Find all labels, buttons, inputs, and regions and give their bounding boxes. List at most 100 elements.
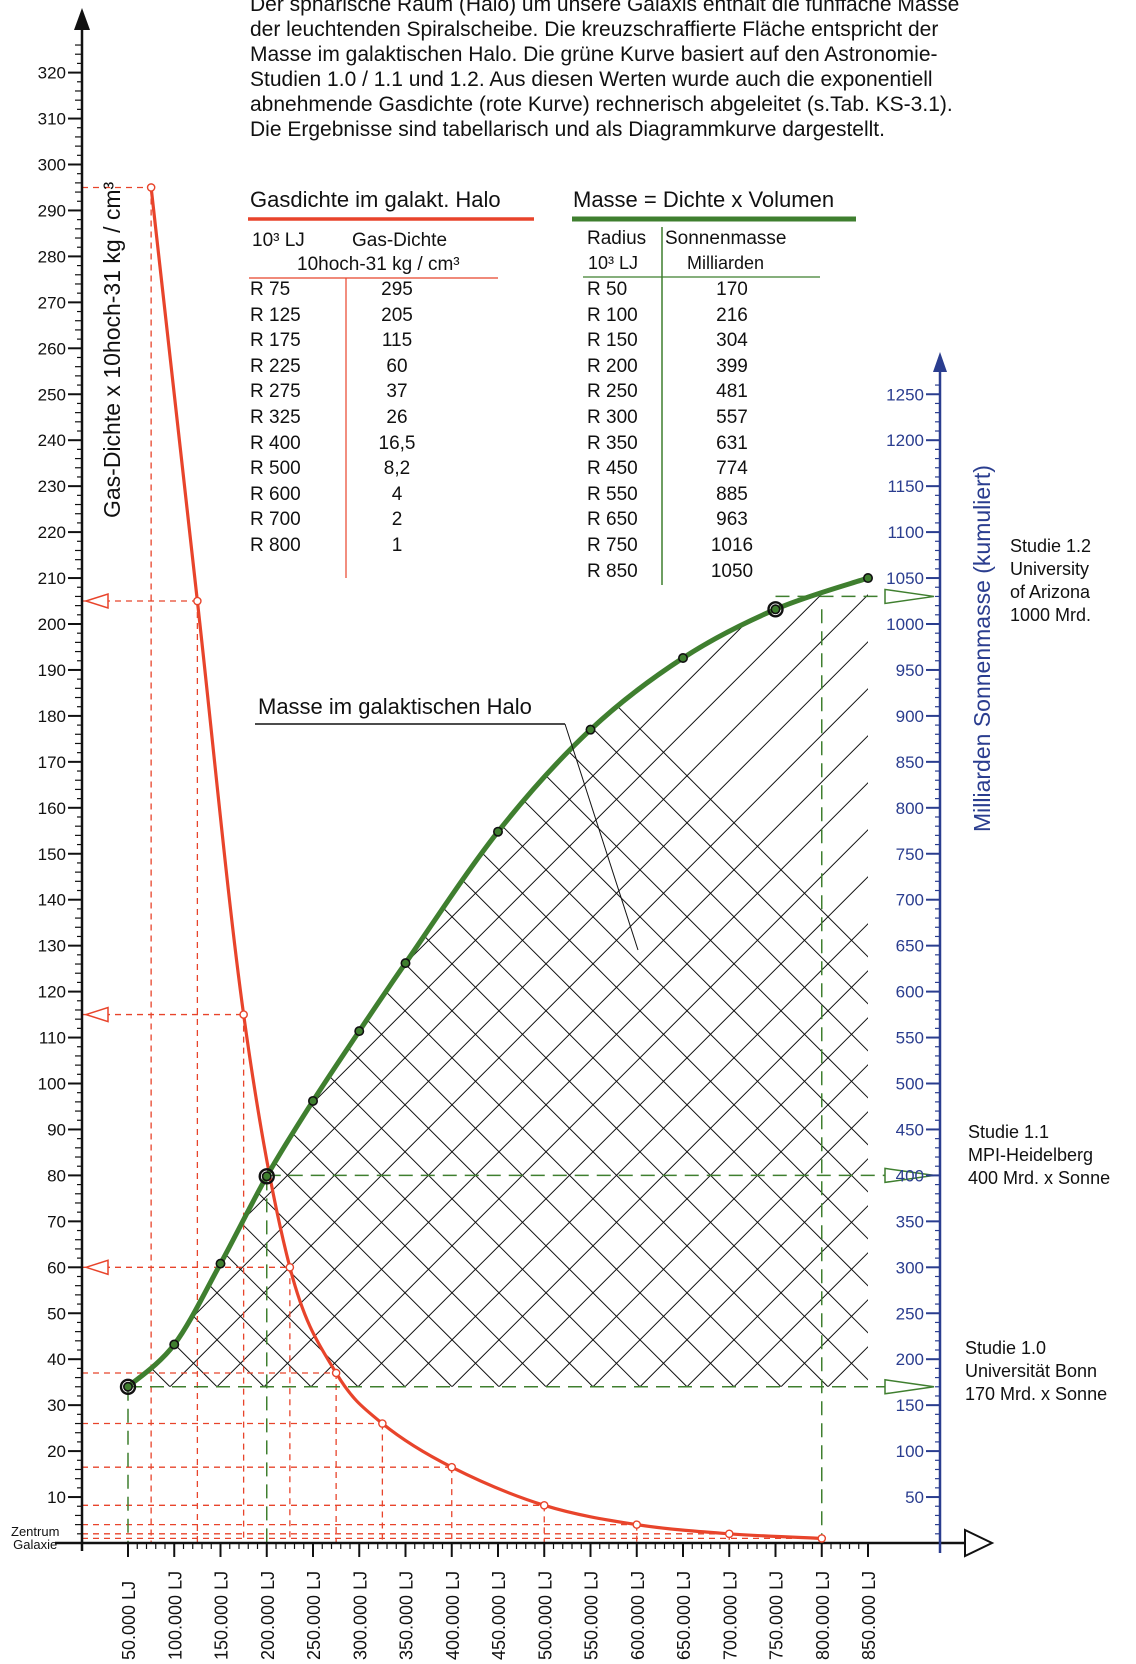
right-y-tick-label: 200 (896, 1350, 924, 1369)
halo-hatched-area (0, 487, 868, 1387)
density-point (817, 1534, 827, 1543)
right-y-tick-label: 1250 (886, 385, 924, 404)
density-arrow (83, 1259, 109, 1276)
study-10-line: 170 Mrd. x Sonne (965, 1384, 1108, 1404)
left-y-tick-label: 140 (38, 891, 66, 910)
table-row: R 700 (250, 509, 301, 531)
study-10-label: Studie 1.0 Universität Bonn 170 Mrd. x S… (965, 1337, 1107, 1406)
density-table-title: Gasdichte im galakt. Halo (250, 187, 501, 212)
origin-line: Zentrum (11, 1524, 60, 1539)
study-12-line: Studie 1.2 (1010, 536, 1092, 556)
table-cell-value: 1016 (710, 535, 754, 556)
hatch-line (128, 578, 225, 1387)
hatch-line (128, 578, 507, 1387)
table-cell-value: 1050 (710, 560, 754, 582)
left-y-tick-label: 320 (38, 64, 66, 83)
density-point (331, 1368, 341, 1378)
left-y-tick-label: 220 (38, 523, 66, 542)
right-y-tick-label: 550 (896, 1029, 924, 1048)
left-y-tick-label: 130 (38, 937, 66, 956)
table-cell-value: 60 (386, 355, 408, 377)
hatch-line (128, 578, 742, 1387)
hatch-line (128, 578, 836, 1387)
table-cell-value: 885 (716, 483, 748, 505)
left-y-tick-label: 170 (38, 753, 66, 772)
left-y-tick-label: 310 (38, 110, 66, 129)
x-tick-label: 300.000 LJ (350, 1571, 370, 1660)
hatch-line (639, 578, 868, 1387)
study-12-line: of Arizona (1010, 582, 1091, 602)
x-tick-label: 500.000 LJ (535, 1571, 555, 1660)
data-series (119, 183, 873, 1543)
right-y-tick-label: 150 (896, 1396, 924, 1415)
table-row: R 225 (250, 355, 301, 377)
left-y-tick-label: 190 (38, 661, 66, 680)
mass-arrow (884, 1378, 935, 1395)
left-y-tick-label: 160 (38, 799, 66, 818)
right-y-tick-label: 800 (896, 799, 924, 818)
right-y-tick-label: 850 (896, 753, 924, 772)
hatch-line (128, 578, 547, 1387)
study-point (119, 1378, 137, 1395)
table-cell-value: 304 (716, 330, 748, 352)
density-point (724, 1529, 734, 1539)
hatch-line (498, 578, 868, 1387)
hatch-line (128, 578, 789, 1387)
x-tick-label: 600.000 LJ (628, 1571, 648, 1660)
hatch-line (128, 578, 688, 1387)
x-tick-label: 400.000 LJ (443, 1571, 463, 1660)
left-y-tick-label: 290 (38, 201, 66, 220)
table-row: R 750 (587, 535, 638, 556)
density-point (146, 183, 156, 192)
left-y-tick-label: 40 (47, 1350, 66, 1369)
hatch-line (128, 578, 218, 1387)
hatch-line (404, 578, 868, 1387)
x-tick-label: 650.000 LJ (674, 1571, 694, 1660)
hatch-line (128, 578, 782, 1387)
hatch-line (0, 487, 29, 1387)
mass-col1-sub: 10³ LJ (588, 253, 639, 273)
density-unit-header: 10hoch-31 kg / cm³ (297, 254, 460, 275)
density-point (447, 1462, 457, 1472)
left-y-tick-label: 80 (47, 1166, 66, 1185)
right-y-tick-label: 1000 (886, 615, 924, 634)
density-point (239, 1010, 248, 1019)
table-cell-value: 26 (386, 407, 408, 428)
hatch-line (169, 578, 868, 1387)
hatch-line (263, 578, 868, 1387)
mass-point (215, 1258, 226, 1269)
left-y-tick-label: 200 (38, 615, 66, 634)
table-cell-value: 774 (716, 458, 748, 480)
left-y-tick-label: 250 (38, 385, 66, 404)
table-cell-value: 557 (716, 407, 748, 428)
intro-line: Die Ergebnisse sind tabellarisch und als… (250, 118, 885, 141)
mass-col2-sub: Milliarden (687, 253, 765, 273)
left-y-tick-label: 20 (47, 1442, 66, 1461)
right-y-tick-label: 1050 (886, 569, 924, 588)
table-cell-value: 8,2 (383, 458, 411, 480)
hatch-line (357, 578, 868, 1387)
x-tick-label: 750.000 LJ (767, 1571, 787, 1660)
mass-point (492, 826, 503, 837)
mass-point (307, 1095, 318, 1106)
table-row: R 200 (587, 355, 638, 377)
left-y-tick-label: 270 (38, 293, 66, 312)
table-cell-value: 481 (716, 381, 748, 403)
left-y-tick-label: 90 (47, 1120, 66, 1139)
hatch-line (128, 578, 868, 1387)
hatch-line (216, 578, 868, 1387)
study-11-line: Studie 1.1 (968, 1122, 1050, 1142)
left-y-tick-label: 210 (38, 569, 66, 588)
halo-label: Masse im galaktischen Halo (258, 694, 532, 719)
right-y-tick-label: 1200 (886, 431, 924, 450)
intro-line: Masse im galaktischen Halo. Die grüne Ku… (250, 43, 938, 66)
x-tick-label: 150.000 LJ (212, 1571, 232, 1660)
table-row: R 450 (587, 458, 638, 480)
hatch-line (128, 578, 594, 1387)
table-cell-value: 4 (391, 483, 403, 505)
hatch-line (128, 578, 829, 1387)
table-row: R 75 (250, 279, 291, 300)
x-tick-label: 550.000 LJ (582, 1571, 602, 1660)
left-y-tick-label: 280 (38, 247, 66, 266)
left-y-axis-arrow (74, 8, 90, 30)
